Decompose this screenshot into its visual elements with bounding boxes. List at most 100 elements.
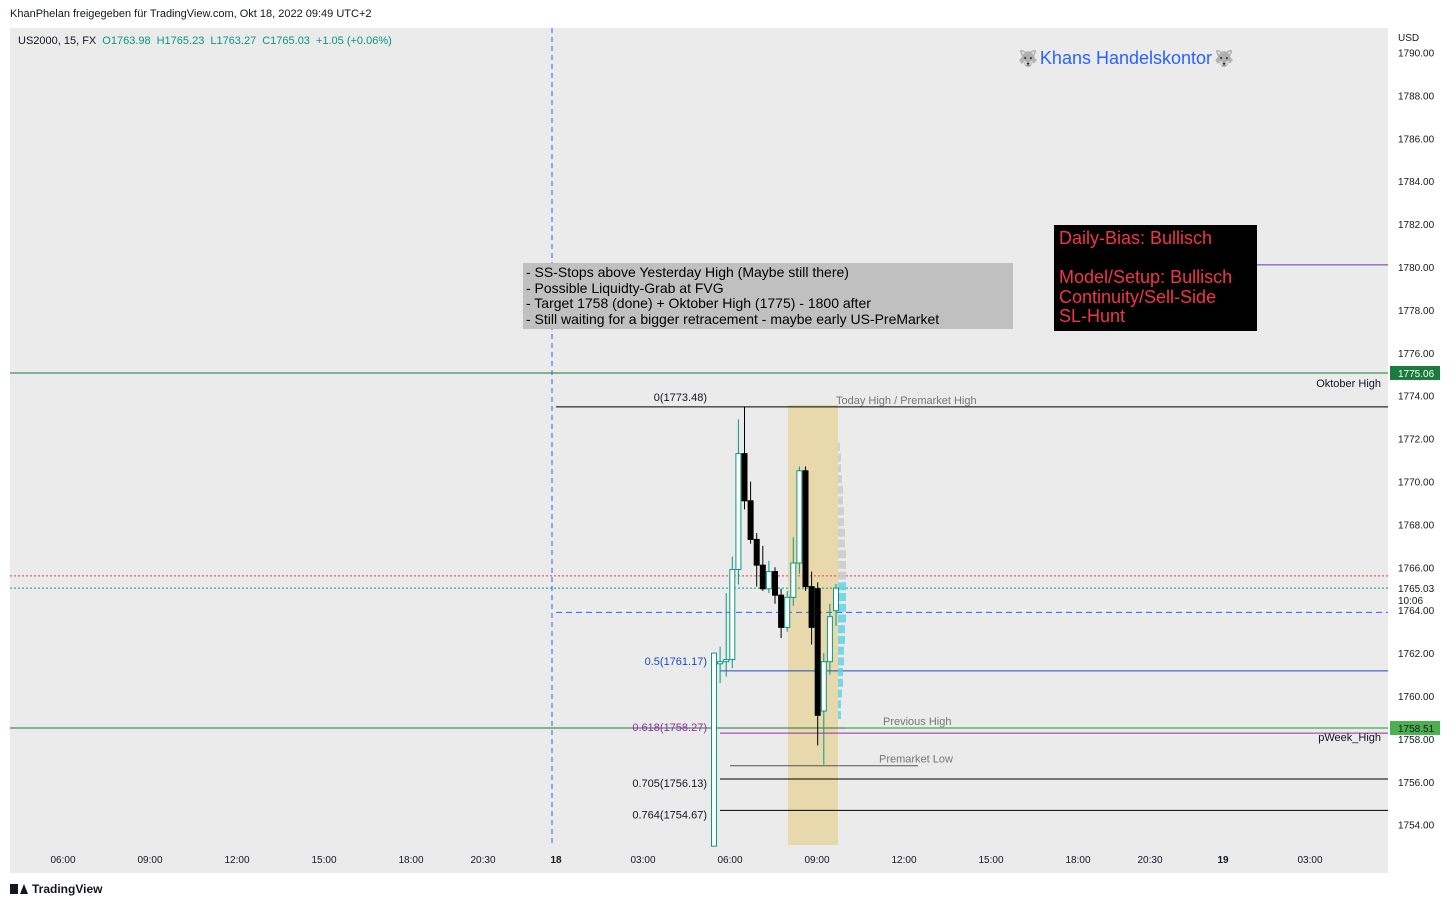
- watermark: 🐺 Khans Handelskontor 🐺: [1018, 48, 1234, 69]
- candle-body: [778, 594, 785, 628]
- volume-profile-bar: [838, 689, 842, 698]
- tradingview-logo-icon: [10, 884, 28, 894]
- note-line: - SS-Stops above Yesterday High (Maybe s…: [526, 264, 849, 280]
- candle-body: [747, 500, 754, 540]
- price-tick-label: 1758.00: [1398, 735, 1435, 746]
- symbol-legend: US2000, 15, FX O1763.98 H1765.23 L1763.2…: [18, 35, 392, 47]
- price-tick-label: 1754.00: [1398, 821, 1435, 832]
- time-tick-label: 06:00: [50, 855, 75, 866]
- wolf-emoji-icon: 🐺: [1214, 50, 1234, 68]
- price-tick-label: 1788.00: [1398, 91, 1435, 102]
- level-label-previous-high: Previous High: [883, 716, 951, 728]
- volume-profile-bar: [838, 614, 846, 623]
- price-tick-label: 1770.00: [1398, 478, 1435, 489]
- level-label-oktober-high: Oktober High: [1316, 378, 1381, 390]
- volume-profile-bar: [838, 711, 841, 720]
- legend-change: +1.05 (+0.06%): [315, 35, 392, 47]
- price-tick-label: 1768.00: [1398, 520, 1435, 531]
- note-line: - Still waiting for a bigger retracement…: [526, 310, 940, 327]
- candle-body: [741, 453, 748, 502]
- time-tick-label: 03:00: [1297, 855, 1322, 866]
- bias-spacer: [1059, 249, 1252, 269]
- volume-profile-bar: [838, 485, 843, 494]
- volume-profile-bar: [838, 635, 845, 644]
- level-label-today-high: Today High / Premarket High: [836, 395, 977, 407]
- legend-symbol: US2000, 15, FX: [18, 35, 97, 47]
- fib-label-0: 0(1773.48): [654, 392, 707, 404]
- candle-body: [759, 564, 766, 590]
- candle-body: [772, 571, 778, 596]
- time-tick-label: 18:00: [1065, 855, 1090, 866]
- price-tick-label: 1762.00: [1398, 649, 1435, 660]
- note-line: - Target 1758 (done) + Oktober High (177…: [526, 295, 871, 311]
- volume-profile-bar: [838, 625, 845, 634]
- time-tick-label: 19: [1217, 855, 1229, 866]
- volume-profile-bar: [838, 517, 844, 526]
- daily-bias-box[interactable]: Daily-Bias: Bullisch Model/Setup: Bullis…: [1054, 225, 1257, 331]
- time-tick-label: 18: [550, 855, 562, 866]
- candle-body: [717, 661, 724, 665]
- price-tick-label: 1784.00: [1398, 177, 1435, 188]
- bias-line: Continuity/Sell-Side: [1059, 286, 1217, 307]
- analysis-note-box[interactable]: - SS-Stops above Yesterday High (Maybe s…: [523, 263, 1013, 329]
- volume-profile-bar: [838, 603, 846, 612]
- fib-label-0.5: 0.5(1761.17): [645, 656, 707, 668]
- currency-label: USD: [1398, 33, 1420, 44]
- watermark-text: Khans Handelskontor: [1039, 48, 1213, 68]
- volume-profile-bar: [838, 571, 846, 580]
- price-label-bg: [1390, 720, 1440, 735]
- volume-profile-bar: [838, 464, 841, 473]
- price-label-bg: [1390, 365, 1440, 380]
- chart-pane[interactable]: [10, 28, 1388, 845]
- candle-body: [814, 588, 821, 716]
- price-tick-label: 1774.00: [1398, 392, 1435, 403]
- legend-high: H1765.23: [156, 35, 205, 47]
- volume-profile-bar: [838, 657, 844, 666]
- candle-body: [802, 470, 809, 588]
- tradingview-logo[interactable]: TradingView: [10, 882, 102, 896]
- volume-profile-bar: [838, 582, 846, 591]
- time-tick-label: 09:00: [137, 855, 162, 866]
- time-tick-label: 09:00: [804, 855, 829, 866]
- wolf-emoji-icon: 🐺: [1018, 50, 1038, 68]
- price-tick-label: 1776.00: [1398, 349, 1435, 360]
- time-axis[interactable]: [10, 845, 1388, 873]
- volume-profile-bar: [838, 646, 844, 655]
- candle-body: [753, 538, 760, 566]
- candle-body: [826, 616, 833, 663]
- bias-line: Daily-Bias: Bullisch: [1059, 228, 1213, 248]
- price-tick-label: 1772.00: [1398, 435, 1435, 446]
- volume-profile-bar: [838, 442, 840, 451]
- candle-body: [808, 586, 815, 628]
- price-label-previous-high: 1758.51: [1398, 724, 1435, 735]
- volume-profile-bar: [838, 475, 842, 484]
- price-tick-label: 1756.00: [1398, 778, 1435, 789]
- candle-body: [711, 652, 717, 847]
- time-tick-label: 06:00: [717, 855, 742, 866]
- time-tick-label: 15:00: [978, 855, 1003, 866]
- level-label-premarket-low: Premarket Low: [879, 754, 953, 766]
- bias-line: SL-Hunt: [1059, 306, 1126, 326]
- note-line: - Possible Liquidty-Grab at FVG: [526, 279, 724, 296]
- price-tick-label: 1786.00: [1398, 134, 1435, 145]
- candle-body: [784, 596, 791, 628]
- volume-profile-bar: [838, 453, 841, 462]
- volume-profile-bar: [838, 678, 843, 687]
- volume-profile-bar: [838, 539, 845, 548]
- candle-body: [790, 562, 797, 598]
- time-tick-label: 12:00: [224, 855, 249, 866]
- time-tick-label: 20:30: [1137, 855, 1162, 866]
- legend-close: C1765.03: [262, 35, 310, 47]
- candle-body: [833, 587, 839, 612]
- price-tick-label: 1790.00: [1398, 49, 1435, 60]
- price-label-bg: [1390, 581, 1440, 608]
- time-tick-label: 12:00: [891, 855, 916, 866]
- time-tick-label: 18:00: [398, 855, 423, 866]
- volume-profile-bar: [838, 507, 844, 516]
- volume-profile-bar: [838, 668, 843, 677]
- candle-body: [796, 470, 803, 564]
- candle-body: [765, 571, 772, 590]
- bias-line: Model/Setup: Bullisch: [1059, 267, 1233, 287]
- time-tick-label: 20:30: [470, 855, 495, 866]
